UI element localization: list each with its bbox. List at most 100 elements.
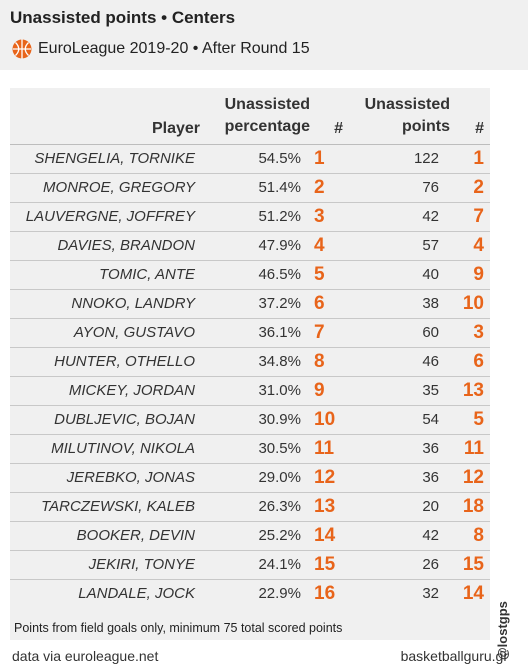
table-row: TARCZEWSKI, KALEB 26.3% 13 20 18 xyxy=(10,492,490,521)
points-rank: 15 xyxy=(462,554,484,575)
player-name: AYON, GUSTAVO xyxy=(73,324,195,341)
points-rank: 11 xyxy=(463,438,484,459)
player-name: LAUVERGNE, JOFFREY xyxy=(25,208,195,225)
unassisted-points: 57 xyxy=(422,237,439,254)
header-pts-line2: points xyxy=(402,118,450,135)
points-rank: 1 xyxy=(473,148,484,169)
unassisted-percentage: 30.9% xyxy=(258,411,301,428)
percentage-rank: 11 xyxy=(314,438,335,459)
points-rank: 12 xyxy=(462,467,484,488)
header-player: Player xyxy=(151,120,200,137)
percentage-rank: 13 xyxy=(314,496,336,517)
points-rank: 2 xyxy=(473,177,484,198)
percentage-rank: 8 xyxy=(314,351,325,372)
unassisted-points: 38 xyxy=(422,295,439,312)
percentage-rank: 7 xyxy=(314,322,325,343)
percentage-rank: 6 xyxy=(314,293,325,314)
unassisted-points: 20 xyxy=(422,498,439,515)
table-row: SHENGELIA, TORNIKE 54.5% 1 122 1 xyxy=(10,144,490,173)
percentage-rank: 16 xyxy=(314,583,336,604)
unassisted-points: 54 xyxy=(422,411,439,428)
table-row: MICKEY, JORDAN 31.0% 9 35 13 xyxy=(10,376,490,405)
unassisted-points: 40 xyxy=(422,266,439,283)
points-rank: 5 xyxy=(473,409,484,430)
player-name: JEREBKO, JONAS xyxy=(66,469,195,486)
unassisted-percentage: 54.5% xyxy=(258,150,301,167)
points-rank: 3 xyxy=(473,322,484,343)
player-name: DUBLJEVIC, BOJAN xyxy=(54,411,195,428)
percentage-rank: 15 xyxy=(314,554,336,575)
subtitle-row: EuroLeague 2019-20 • After Round 15 xyxy=(12,38,310,60)
player-name: JEKIRI, TONYE xyxy=(88,556,195,573)
unassisted-percentage: 22.9% xyxy=(258,585,301,602)
header-unassisted-percentage: Unassisted percentage xyxy=(190,94,310,138)
data-table: Player Unassisted percentage # Unassiste… xyxy=(10,88,490,640)
table-row: LAUVERGNE, JOFFREY 51.2% 3 42 7 xyxy=(10,202,490,231)
player-name: TOMIC, ANTE xyxy=(99,266,195,283)
table-row: JEREBKO, JONAS 29.0% 12 36 12 xyxy=(10,463,490,492)
unassisted-points: 32 xyxy=(422,585,439,602)
unassisted-points: 46 xyxy=(422,353,439,370)
unassisted-points: 36 xyxy=(422,440,439,457)
unassisted-points: 36 xyxy=(422,469,439,486)
unassisted-percentage: 24.1% xyxy=(258,556,301,573)
player-name: DAVIES, BRANDON xyxy=(57,237,195,254)
table-row: DUBLJEVIC, BOJAN 30.9% 10 54 5 xyxy=(10,405,490,434)
chart-subtitle: EuroLeague 2019-20 • After Round 15 xyxy=(38,40,310,57)
percentage-rank: 3 xyxy=(314,206,325,227)
header-points-rank: # xyxy=(475,120,484,137)
header-pct-line2: percentage xyxy=(224,118,310,135)
player-name: HUNTER, OTHELLO xyxy=(54,353,195,370)
unassisted-percentage: 26.3% xyxy=(258,498,301,515)
site-credit: basketballguru.gr xyxy=(400,648,508,664)
unassisted-points: 42 xyxy=(422,208,439,225)
player-name: MONROE, GREGORY xyxy=(43,179,195,196)
points-rank: 14 xyxy=(462,583,484,604)
percentage-rank: 1 xyxy=(314,148,325,169)
percentage-rank: 10 xyxy=(314,409,336,430)
unassisted-percentage: 47.9% xyxy=(258,237,301,254)
unassisted-points: 26 xyxy=(422,556,439,573)
footnote: Points from field goals only, minimum 75… xyxy=(14,621,343,635)
percentage-rank: 4 xyxy=(314,235,325,256)
table-row: AYON, GUSTAVO 36.1% 7 60 3 xyxy=(10,318,490,347)
unassisted-percentage: 46.5% xyxy=(258,266,301,283)
player-name: SHENGELIA, TORNIKE xyxy=(34,150,195,167)
unassisted-percentage: 51.2% xyxy=(258,208,301,225)
unassisted-percentage: 25.2% xyxy=(258,527,301,544)
unassisted-points: 76 xyxy=(422,179,439,196)
points-rank: 4 xyxy=(473,235,484,256)
unassisted-percentage: 37.2% xyxy=(258,295,301,312)
table-row: TOMIC, ANTE 46.5% 5 40 9 xyxy=(10,260,490,289)
percentage-rank: 2 xyxy=(314,177,325,198)
unassisted-percentage: 36.1% xyxy=(258,324,301,341)
unassisted-percentage: 34.8% xyxy=(258,353,301,370)
player-name: TARCZEWSKI, KALEB xyxy=(41,498,195,515)
percentage-rank: 5 xyxy=(314,264,325,285)
header-unassisted-points: Unassisted points xyxy=(330,94,450,138)
points-rank: 8 xyxy=(473,525,484,546)
points-rank: 10 xyxy=(462,293,484,314)
table-row: MILUTINOV, NIKOLA 30.5% 11 36 11 xyxy=(10,434,490,463)
percentage-rank: 9 xyxy=(314,380,325,401)
title-bar: Unassisted points • Centers EuroLeague 2… xyxy=(0,0,528,70)
points-rank: 9 xyxy=(473,264,484,285)
player-name: LANDALE, JOCK xyxy=(78,585,195,602)
data-source: data via euroleague.net xyxy=(12,648,159,664)
chart-title: Unassisted points • Centers xyxy=(10,8,236,27)
table-row: HUNTER, OTHELLO 34.8% 8 46 6 xyxy=(10,347,490,376)
unassisted-points: 60 xyxy=(422,324,439,341)
points-rank: 6 xyxy=(473,351,484,372)
table-row: JEKIRI, TONYE 24.1% 15 26 15 xyxy=(10,550,490,579)
unassisted-percentage: 30.5% xyxy=(258,440,301,457)
header-pct-line1: Unassisted xyxy=(224,96,310,113)
unassisted-percentage: 29.0% xyxy=(258,469,301,486)
unassisted-points: 35 xyxy=(422,382,439,399)
points-rank: 13 xyxy=(462,380,484,401)
player-name: BOOKER, DEVIN xyxy=(76,527,195,544)
header-pts-line1: Unassisted xyxy=(364,96,450,113)
table-body: SHENGELIA, TORNIKE 54.5% 1 122 1 MONROE, GREG… xyxy=(10,144,490,608)
unassisted-percentage: 51.4% xyxy=(258,179,301,196)
table-row: DAVIES, BRANDON 47.9% 4 57 4 xyxy=(10,231,490,260)
header-pct-rank: # xyxy=(334,120,343,137)
